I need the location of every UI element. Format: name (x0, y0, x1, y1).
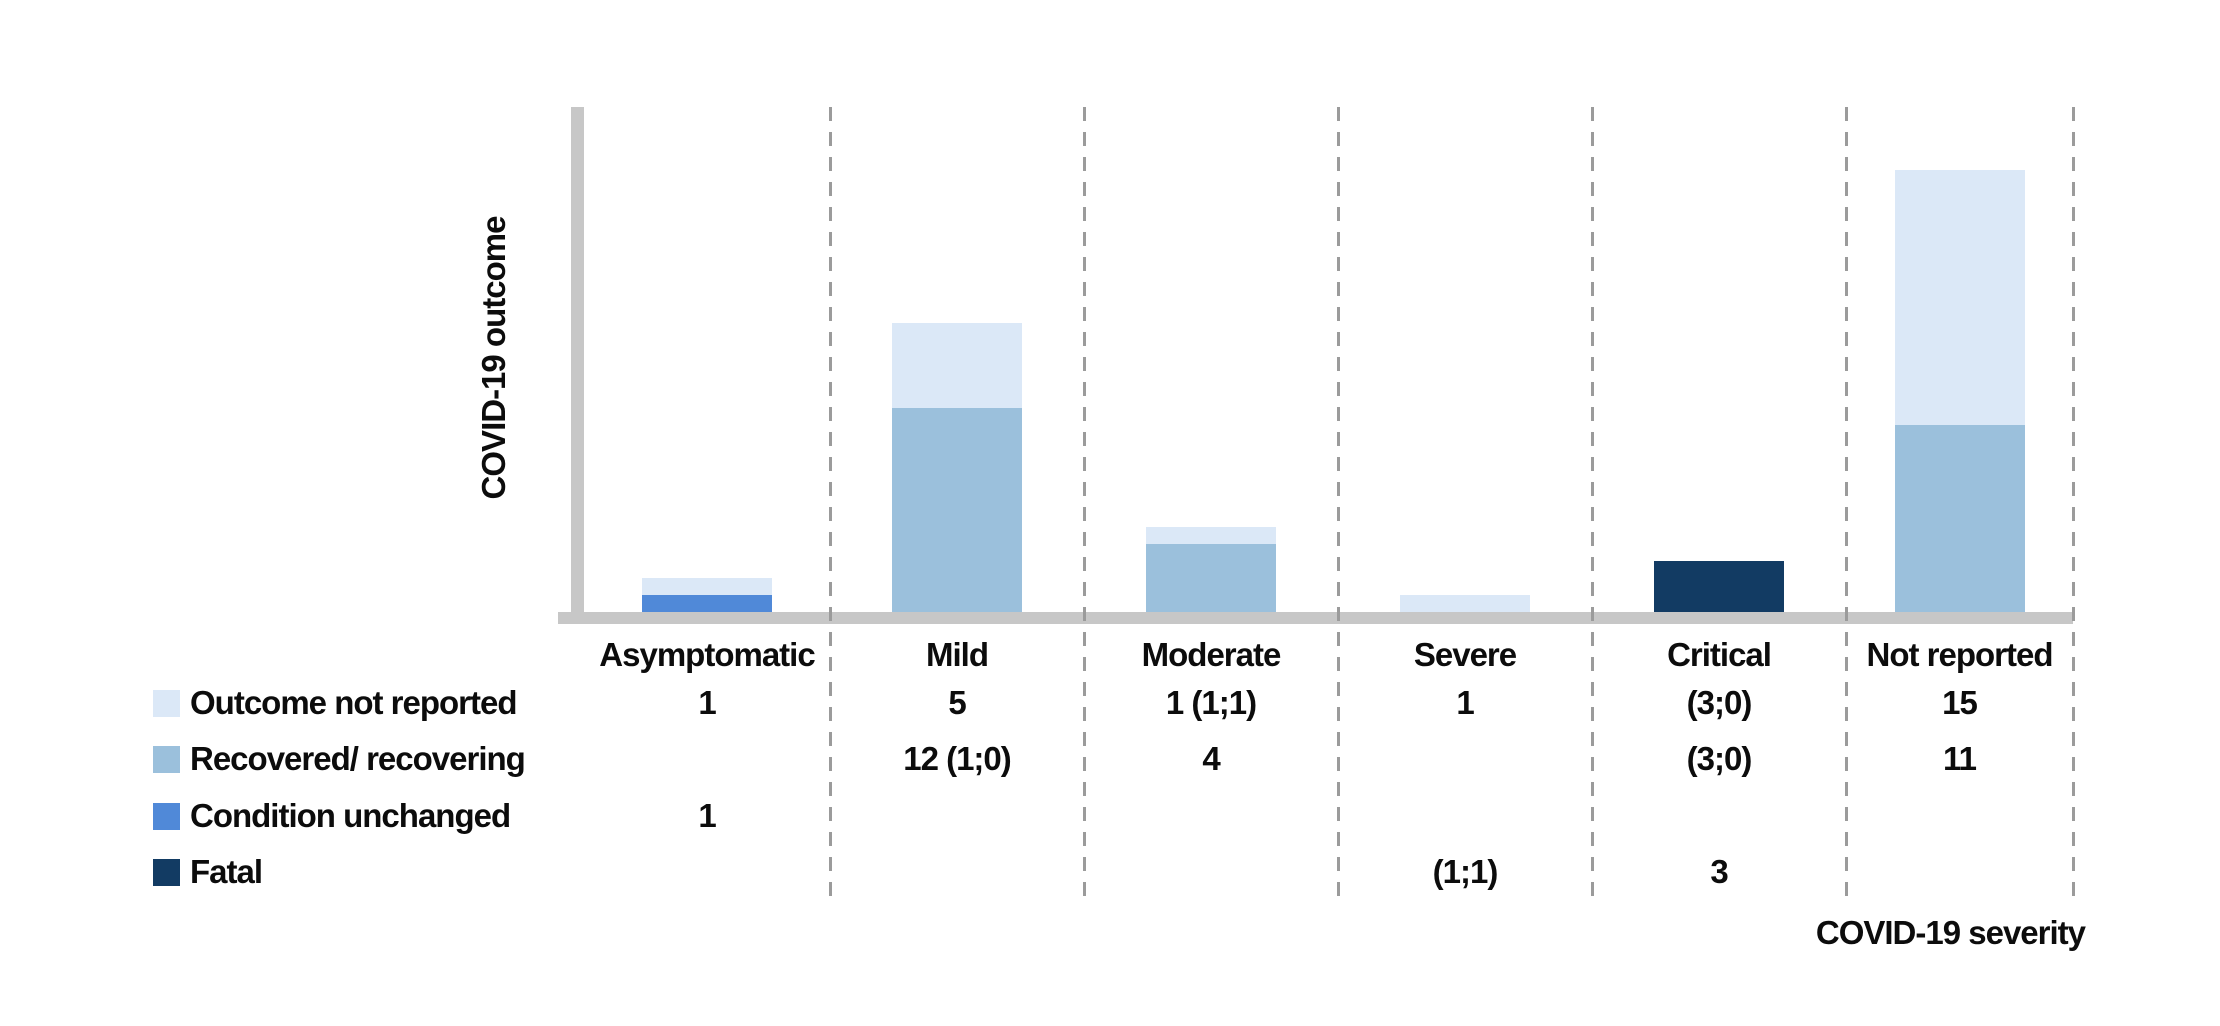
x-axis-line (558, 612, 2073, 624)
value-cell: 15 (1942, 684, 1978, 721)
bar-segment-recovered-recovering (1894, 425, 2025, 612)
legend-swatch-outcome-not-reported (153, 689, 180, 717)
category-label-critical: Critical (1667, 636, 1772, 673)
gridline (1844, 107, 1848, 902)
bar-not-reported (1894, 170, 2025, 612)
value-cell: 1 (1456, 684, 1474, 721)
legend-label-outcome-not-reported: Outcome not reported (190, 684, 518, 721)
gridline (1590, 107, 1594, 902)
category-label-severe: Severe (1413, 636, 1517, 673)
gridline (828, 107, 832, 902)
value-cell: 3 (1710, 853, 1728, 890)
category-label-mild: Mild (926, 636, 989, 673)
gridline (1336, 107, 1340, 902)
bar-mild (892, 323, 1022, 612)
legend-swatch-condition-unchanged (153, 802, 180, 830)
bar-moderate (1146, 527, 1276, 612)
category-label-moderate: Moderate (1141, 636, 1282, 673)
x-axis-label: COVID-19 severity (1815, 914, 2086, 951)
bar-segment-outcome-not-reported (1894, 170, 2025, 425)
y-axis-line (571, 107, 584, 623)
bar-asymptomatic (642, 578, 772, 612)
value-cell: 5 (948, 684, 966, 721)
legend-label-condition-unchanged: Condition unchanged (190, 797, 511, 834)
bar-critical (1654, 561, 1784, 612)
legend-swatch-recovered-recovering (153, 745, 180, 773)
value-cell: 12 (1;0) (903, 740, 1012, 777)
y-axis-label: COVID-19 outcome (475, 216, 512, 500)
bar-segment-outcome-not-reported (1146, 527, 1276, 544)
value-cell: 1 (1;1) (1165, 684, 1257, 721)
bar-segment-outcome-not-reported (642, 578, 772, 595)
bar-segment-outcome-not-reported (1400, 595, 1530, 612)
bar-segment-recovered-recovering (1146, 544, 1276, 612)
legend-label-fatal: Fatal (190, 853, 263, 890)
value-cell: (3;0) (1686, 684, 1753, 721)
legend-swatch-fatal (153, 858, 180, 886)
value-cell: 4 (1202, 740, 1220, 777)
bar-segment-condition-unchanged (642, 595, 772, 612)
value-cell: (3;0) (1686, 740, 1753, 777)
value-cell: 1 (698, 684, 716, 721)
value-cell: 11 (1943, 740, 1977, 777)
value-cell: 1 (698, 797, 716, 834)
category-label-not-reported: Not reported (1866, 636, 2054, 673)
gridline (2071, 107, 2075, 902)
gridline (1082, 107, 1086, 902)
bar-severe (1400, 595, 1530, 612)
category-label-asymptomatic: Asymptomatic (599, 636, 815, 673)
bar-segment-recovered-recovering (892, 408, 1022, 612)
value-cell: (1;1) (1432, 853, 1499, 890)
bar-segment-outcome-not-reported (892, 323, 1022, 408)
bar-segment-fatal (1654, 561, 1784, 612)
legend-label-recovered-recovering: Recovered/ recovering (190, 740, 526, 777)
